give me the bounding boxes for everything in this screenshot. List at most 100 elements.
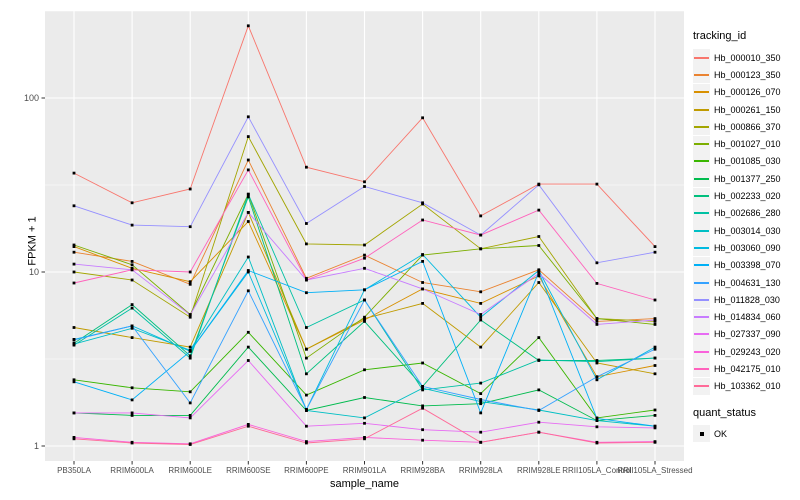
data-point <box>72 245 76 248</box>
data-point <box>421 287 424 291</box>
x-tick-label: RRIM600LE <box>168 466 212 475</box>
legend-entry-Hb_004631_130: Hb_004631_130 <box>693 274 799 291</box>
legend-label: Hb_002233_020 <box>714 191 781 202</box>
data-point <box>188 443 192 446</box>
data-point <box>130 336 134 339</box>
series-color-line-icon <box>694 73 709 76</box>
data-point <box>246 359 250 362</box>
legend-label: Hb_029243_020 <box>714 346 781 357</box>
data-point <box>479 430 483 434</box>
series-color-line-icon <box>694 385 709 388</box>
data-point <box>188 345 192 349</box>
series-color-line-icon <box>694 316 709 319</box>
data-point <box>130 278 134 282</box>
legend-label: Hb_000123_350 <box>714 69 781 80</box>
data-point <box>188 390 192 394</box>
data-point <box>130 223 134 227</box>
series-color-line-icon <box>694 56 709 59</box>
data-point <box>72 437 76 441</box>
data-point <box>188 313 192 317</box>
data-point <box>595 417 599 420</box>
series-color-line-icon <box>694 246 709 249</box>
series-color-line-icon <box>694 91 709 94</box>
data-point <box>363 315 366 319</box>
y-tick-label: 100 <box>24 93 39 103</box>
y-axis-title: FPKM + 1 <box>26 216 39 266</box>
data-point <box>537 269 541 272</box>
data-point <box>246 115 250 119</box>
data-point <box>246 345 250 349</box>
x-tick-label: RRII105LA_Control <box>562 466 632 475</box>
data-point <box>188 401 192 405</box>
x-axis-title: sample_name <box>329 478 400 490</box>
data-point <box>653 356 657 360</box>
data-point <box>305 356 308 360</box>
legend-entry-Hb_001085_030: Hb_001085_030 <box>693 152 799 170</box>
legend-entry-Hb_002686_280: Hb_002686_280 <box>693 204 799 222</box>
legend-entry-Hb_003014_030: Hb_003014_030 <box>693 222 799 240</box>
legend-entry-ok: OK <box>693 425 799 443</box>
data-point <box>479 290 483 294</box>
legend-entry-Hb_027337_090: Hb_027337_090 <box>693 325 799 343</box>
data-point <box>479 313 483 316</box>
legend-key-line <box>693 170 710 188</box>
data-point <box>421 406 424 410</box>
legend-label: Hb_001027_010 <box>714 139 781 150</box>
data-point <box>130 326 134 330</box>
data-point <box>595 261 599 265</box>
x-tick-label: RRIM600LA <box>110 466 154 475</box>
data-point <box>653 345 657 349</box>
data-point <box>595 323 599 326</box>
data-point <box>653 426 657 430</box>
data-point <box>421 388 424 392</box>
data-point <box>653 414 657 417</box>
legend-entry-Hb_011828_030: Hb_011828_030 <box>693 291 799 309</box>
data-point <box>72 411 76 415</box>
data-point <box>363 180 366 184</box>
data-point <box>479 214 483 218</box>
series-color-line-icon <box>694 229 709 232</box>
data-point <box>537 183 541 187</box>
data-point <box>246 424 250 428</box>
data-point <box>363 253 366 257</box>
legend-entry-Hb_000126_070: Hb_000126_070 <box>693 83 799 101</box>
data-point <box>595 378 599 382</box>
data-point <box>72 338 76 342</box>
data-point <box>595 360 599 364</box>
legend-key-line <box>693 377 710 395</box>
data-point <box>421 428 424 432</box>
data-point <box>479 440 483 444</box>
data-point <box>363 243 366 247</box>
legend-label: Hb_103362_010 <box>714 381 781 392</box>
data-point <box>246 211 250 214</box>
data-point <box>305 424 308 428</box>
data-point <box>363 368 366 372</box>
legend-key-line <box>693 49 710 67</box>
data-point <box>479 302 483 305</box>
data-point <box>421 218 424 222</box>
data-point <box>479 411 483 415</box>
data-point <box>479 392 483 395</box>
legend-key-line <box>693 135 710 153</box>
legend-key-line <box>693 66 710 84</box>
legend-entry-Hb_014834_060: Hb_014834_060 <box>693 308 799 326</box>
data-point <box>479 345 483 349</box>
data-point <box>246 255 250 259</box>
data-point <box>537 244 541 247</box>
data-point <box>363 320 366 323</box>
data-point <box>72 326 76 329</box>
legend-key-line <box>693 360 710 378</box>
data-point <box>246 24 250 28</box>
data-point <box>421 386 424 390</box>
data-point <box>130 306 134 310</box>
legend-key-line <box>693 83 710 101</box>
legend-key-line <box>693 222 710 240</box>
legend-key-line <box>693 256 710 274</box>
legend-entry-Hb_000010_350: Hb_000010_350 <box>693 49 799 67</box>
legend-key-line <box>693 291 710 309</box>
legend-entries: Hb_000010_350 Hb_000123_350 Hb_000126_070 H… <box>693 49 799 395</box>
data-point <box>130 411 134 415</box>
data-point <box>653 347 657 351</box>
series-color-line-icon <box>694 333 709 336</box>
